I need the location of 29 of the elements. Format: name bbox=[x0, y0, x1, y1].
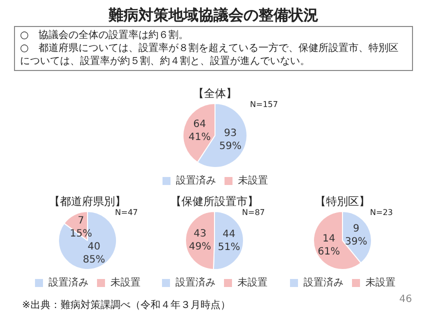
data-label: 9 39% bbox=[345, 224, 368, 248]
text: ○ 協議会の全体の設置率は約６割。 bbox=[20, 29, 190, 42]
legend-label: 設置済み bbox=[48, 276, 88, 289]
text: 46 bbox=[399, 293, 412, 306]
legend-label: 設置済み bbox=[304, 276, 344, 289]
text: ※出典：難病対策課調べ（令和４年３月時点） bbox=[22, 299, 230, 312]
legend-label: 設置済み bbox=[176, 174, 216, 187]
chart-title: 【都道府県別】 bbox=[48, 194, 127, 209]
data-label: 64 41% bbox=[188, 119, 211, 144]
data-label: 44 51% bbox=[218, 228, 240, 253]
legend-label: 未設置 bbox=[366, 276, 396, 289]
data-label: 14 61% bbox=[318, 233, 340, 258]
data-label: 43 49% bbox=[188, 228, 212, 252]
legend-label: 未設置 bbox=[238, 174, 268, 187]
legend-label: 未設置 bbox=[110, 276, 140, 289]
data-label: 7 15% bbox=[70, 216, 92, 240]
chart-title: 【全体】 bbox=[192, 86, 238, 101]
legend-label: 未設置 bbox=[238, 276, 268, 289]
legend-label: 設置済み bbox=[176, 276, 216, 289]
text: N=47 bbox=[115, 208, 138, 217]
text: N=157 bbox=[250, 100, 278, 109]
text: 難病対策地域協議会の整備状況 bbox=[107, 5, 320, 26]
chart-title: 【特別区】 bbox=[314, 194, 370, 209]
text: ○ 都道府県については、設置率が８割を超えている一方で、保健所設置市、特別区については、設置率が約５割、約４割と、設置が進んでいない。 bbox=[20, 42, 400, 68]
data-label: 40 85% bbox=[82, 242, 106, 266]
text: N=87 bbox=[242, 208, 265, 217]
chart-title: 【保健所設置市】 bbox=[170, 194, 260, 209]
text: N=23 bbox=[370, 208, 393, 217]
data-label: 93 59% bbox=[219, 128, 242, 152]
